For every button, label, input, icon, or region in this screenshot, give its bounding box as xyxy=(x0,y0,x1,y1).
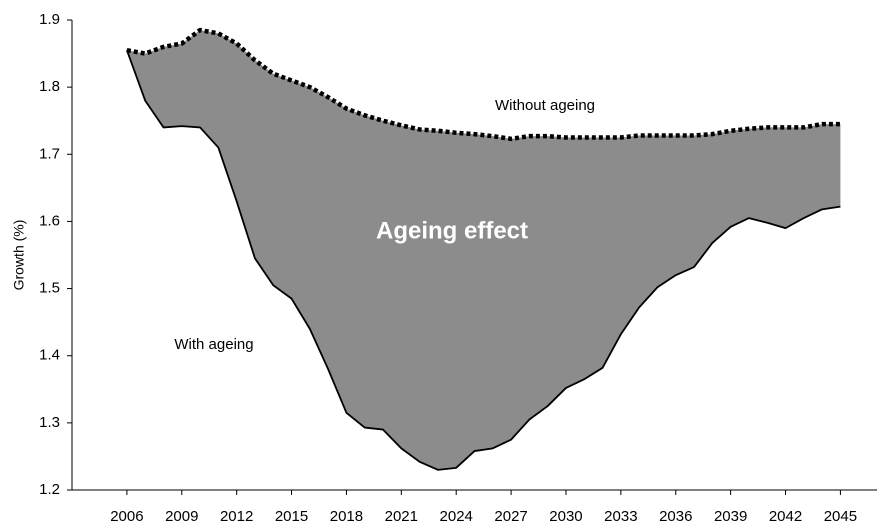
x-tick-label: 2006 xyxy=(110,508,143,525)
x-tick-label: 2039 xyxy=(714,508,747,525)
y-tick-label: 1.7 xyxy=(39,145,60,162)
x-tick-label: 2045 xyxy=(824,508,857,525)
with-ageing-line xyxy=(126,49,841,471)
y-tick-label: 1.8 xyxy=(39,78,60,95)
x-tick-label: 2009 xyxy=(165,508,198,525)
x-tick-label: 2012 xyxy=(220,508,253,525)
annotation: Ageing effect xyxy=(376,217,528,244)
x-tick-label: 2018 xyxy=(330,508,363,525)
y-tick-label: 1.4 xyxy=(39,347,60,364)
x-tick-label: 2033 xyxy=(604,508,637,525)
x-tick-label: 2030 xyxy=(549,508,582,525)
x-tick-label: 2024 xyxy=(440,508,473,525)
x-tick-label: 2036 xyxy=(659,508,692,525)
without-ageing-line xyxy=(126,27,841,142)
x-tick-label: 2027 xyxy=(494,508,527,525)
y-tick-label: 1.6 xyxy=(39,212,60,229)
y-tick-label: 1.5 xyxy=(39,280,60,297)
y-axis-label: Growth (%) xyxy=(11,220,27,291)
annotation: Without ageing xyxy=(495,97,595,114)
y-tick-label: 1.3 xyxy=(39,414,60,431)
x-tick-label: 2042 xyxy=(769,508,802,525)
y-tick-label: 1.2 xyxy=(39,481,60,498)
x-tick-label: 2015 xyxy=(275,508,308,525)
annotation: With ageing xyxy=(174,336,253,353)
ageing-effect-area xyxy=(126,30,841,470)
x-tick-label: 2021 xyxy=(385,508,418,525)
y-tick-label: 1.9 xyxy=(39,11,60,28)
